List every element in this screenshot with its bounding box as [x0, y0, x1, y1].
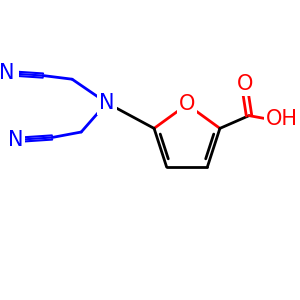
- Text: OH: OH: [266, 109, 298, 129]
- Text: O: O: [179, 94, 195, 115]
- Text: N: N: [99, 93, 115, 113]
- Text: N: N: [8, 130, 23, 150]
- Text: N: N: [0, 63, 14, 83]
- Text: O: O: [237, 74, 254, 94]
